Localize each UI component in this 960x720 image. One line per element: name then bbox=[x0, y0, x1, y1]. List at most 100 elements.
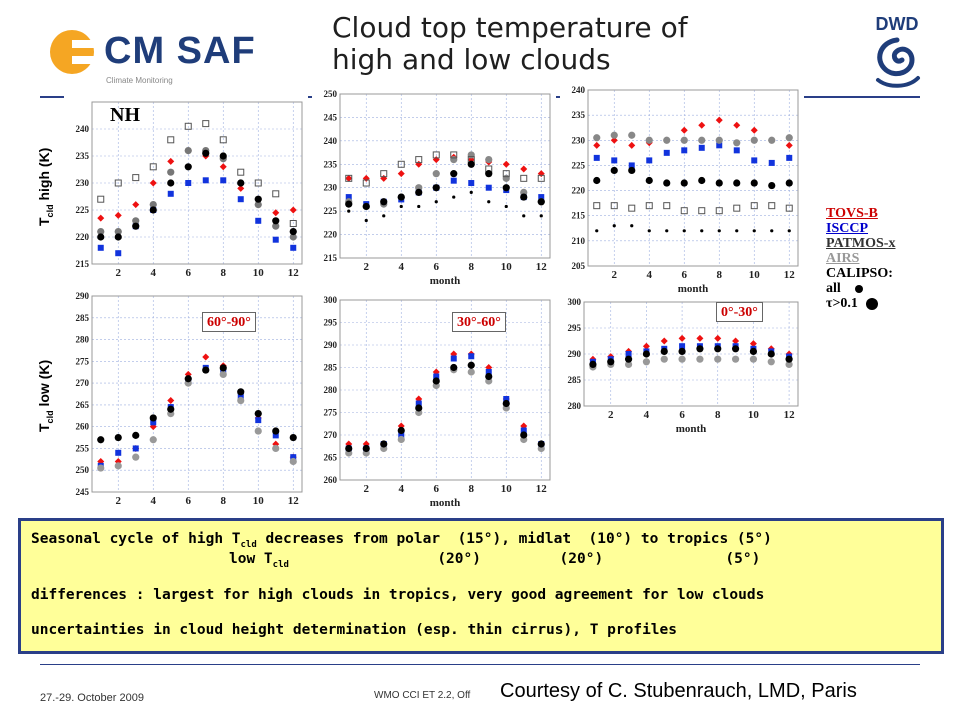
data-point-patmos-x bbox=[97, 228, 105, 236]
data-point-airs bbox=[663, 202, 671, 210]
data-point-calipso-all bbox=[450, 170, 458, 178]
data-point-calipso-all bbox=[485, 170, 493, 178]
data-point-calipso-all bbox=[114, 433, 122, 442]
data-point-calipso-all bbox=[272, 217, 280, 225]
x-tick-label: 4 bbox=[151, 495, 157, 507]
x-tick-label: 12 bbox=[288, 495, 300, 507]
data-point-airs bbox=[610, 202, 618, 210]
y-tick-label: 280 bbox=[324, 385, 338, 395]
data-point-isccp bbox=[272, 432, 279, 439]
data-point-patmos-x bbox=[767, 358, 775, 366]
data-point-calipso-all bbox=[624, 355, 633, 363]
chart-low-midlat: 260 265 270 275 280 285 290 295 300 2 4 6 8 10 12 month bbox=[312, 294, 556, 510]
data-point-isccp bbox=[345, 194, 352, 201]
data-point-tovs-b bbox=[432, 156, 440, 164]
data-point-airs bbox=[715, 207, 723, 215]
data-point-isccp bbox=[468, 353, 475, 360]
y-tick-label: 285 bbox=[568, 375, 582, 385]
x-tick-label: 8 bbox=[715, 409, 721, 421]
x-tick-label: 12 bbox=[288, 267, 300, 279]
data-point-calipso-all bbox=[642, 350, 651, 358]
chart-low-polar: 245 250 255 260 265 270 275 280 285 290 2 4 6 8 10 12 bbox=[64, 290, 308, 510]
data-point-isccp bbox=[150, 419, 157, 426]
data-point-airs bbox=[202, 120, 210, 128]
data-point-isccp bbox=[593, 154, 600, 161]
data-point-airs bbox=[537, 174, 545, 182]
data-point-calipso-all bbox=[149, 206, 157, 214]
data-point-isccp bbox=[272, 236, 279, 243]
y-tick-label: 300 bbox=[324, 295, 338, 305]
data-point-tovs-b bbox=[202, 353, 210, 361]
data-point-calipso-all bbox=[660, 347, 668, 355]
x-tick-label: 12 bbox=[784, 269, 796, 281]
data-point-calipso-all bbox=[289, 433, 297, 442]
data-point-isccp bbox=[415, 400, 422, 407]
data-point-calipso-all bbox=[345, 200, 353, 208]
plot-frame bbox=[587, 89, 799, 267]
data-point-calipso-tau-0-1 bbox=[504, 204, 508, 209]
chart-high-tropics: 205 210 215 220 225 230 235 240 2 4 6 8 10 12 month bbox=[560, 84, 804, 296]
legend-item-calipso-tau: τ>0.1 bbox=[826, 296, 936, 311]
x-tick-label: 4 bbox=[644, 409, 650, 421]
data-point-calipso-all bbox=[610, 166, 618, 175]
data-point-patmos-x bbox=[731, 355, 740, 363]
data-point-calipso-all bbox=[450, 363, 458, 372]
data-point-calipso-all bbox=[607, 358, 615, 366]
data-point-tovs-b bbox=[520, 165, 528, 173]
x-tick-label: 10 bbox=[501, 483, 513, 495]
data-point-isccp bbox=[237, 393, 244, 400]
data-point-patmos-x bbox=[397, 435, 405, 444]
data-point-calipso-all bbox=[202, 149, 210, 157]
data-point-airs bbox=[432, 151, 440, 159]
x-tick-label: 4 bbox=[399, 483, 405, 495]
data-point-calipso-tau-0-1 bbox=[752, 229, 756, 233]
data-point-calipso-all bbox=[362, 444, 370, 453]
data-point-airs bbox=[380, 170, 388, 178]
data-point-calipso-all bbox=[698, 176, 706, 185]
x-tick-label: 8 bbox=[469, 261, 475, 273]
data-point-isccp bbox=[679, 343, 686, 350]
data-point-tovs-b bbox=[345, 174, 353, 182]
y-tick-label: 225 bbox=[572, 160, 586, 170]
data-point-calipso-tau-0-1 bbox=[595, 229, 599, 233]
data-point-calipso-all bbox=[254, 195, 262, 203]
data-point-patmos-x bbox=[289, 457, 297, 466]
data-point-patmos-x bbox=[149, 201, 157, 209]
data-point-calipso-tau-0-1 bbox=[487, 200, 491, 204]
data-point-tovs-b bbox=[610, 136, 618, 144]
data-point-calipso-tau-0-1 bbox=[364, 218, 368, 223]
data-point-airs bbox=[184, 122, 192, 130]
data-point-airs bbox=[645, 202, 653, 210]
data-point-airs bbox=[698, 207, 706, 215]
data-point-airs bbox=[167, 136, 175, 144]
data-point-tovs-b bbox=[219, 163, 227, 171]
data-point-patmos-x bbox=[132, 217, 140, 225]
data-point-calipso-all bbox=[768, 181, 776, 190]
plot-frame bbox=[339, 299, 551, 481]
y-tick-label: 295 bbox=[568, 323, 582, 333]
data-point-calipso-all bbox=[397, 426, 405, 435]
data-point-tovs-b bbox=[660, 337, 668, 345]
data-point-patmos-x bbox=[678, 355, 686, 363]
y-tick-label: 235 bbox=[76, 151, 90, 161]
data-point-tovs-b bbox=[502, 160, 510, 168]
data-point-tovs-b bbox=[593, 141, 601, 149]
data-point-tovs-b bbox=[397, 170, 405, 178]
data-point-tovs-b bbox=[149, 179, 157, 187]
data-point-airs bbox=[680, 207, 688, 215]
footer-rule bbox=[40, 664, 920, 665]
data-point-isccp bbox=[290, 454, 297, 461]
data-point-calipso-all bbox=[149, 414, 157, 422]
data-point-isccp bbox=[503, 396, 510, 402]
data-point-airs bbox=[272, 190, 280, 198]
y-tick-label: 260 bbox=[324, 475, 338, 485]
y-tick-label: 290 bbox=[324, 340, 338, 350]
data-point-airs bbox=[450, 151, 458, 159]
data-point-calipso-tau-0-1 bbox=[700, 229, 704, 233]
data-point-isccp bbox=[751, 157, 758, 164]
data-point-calipso-all bbox=[467, 361, 475, 369]
y-tick-label: 295 bbox=[324, 318, 338, 328]
data-point-calipso-all bbox=[415, 188, 423, 196]
data-point-calipso-all bbox=[432, 377, 440, 385]
data-point-isccp bbox=[611, 157, 618, 164]
